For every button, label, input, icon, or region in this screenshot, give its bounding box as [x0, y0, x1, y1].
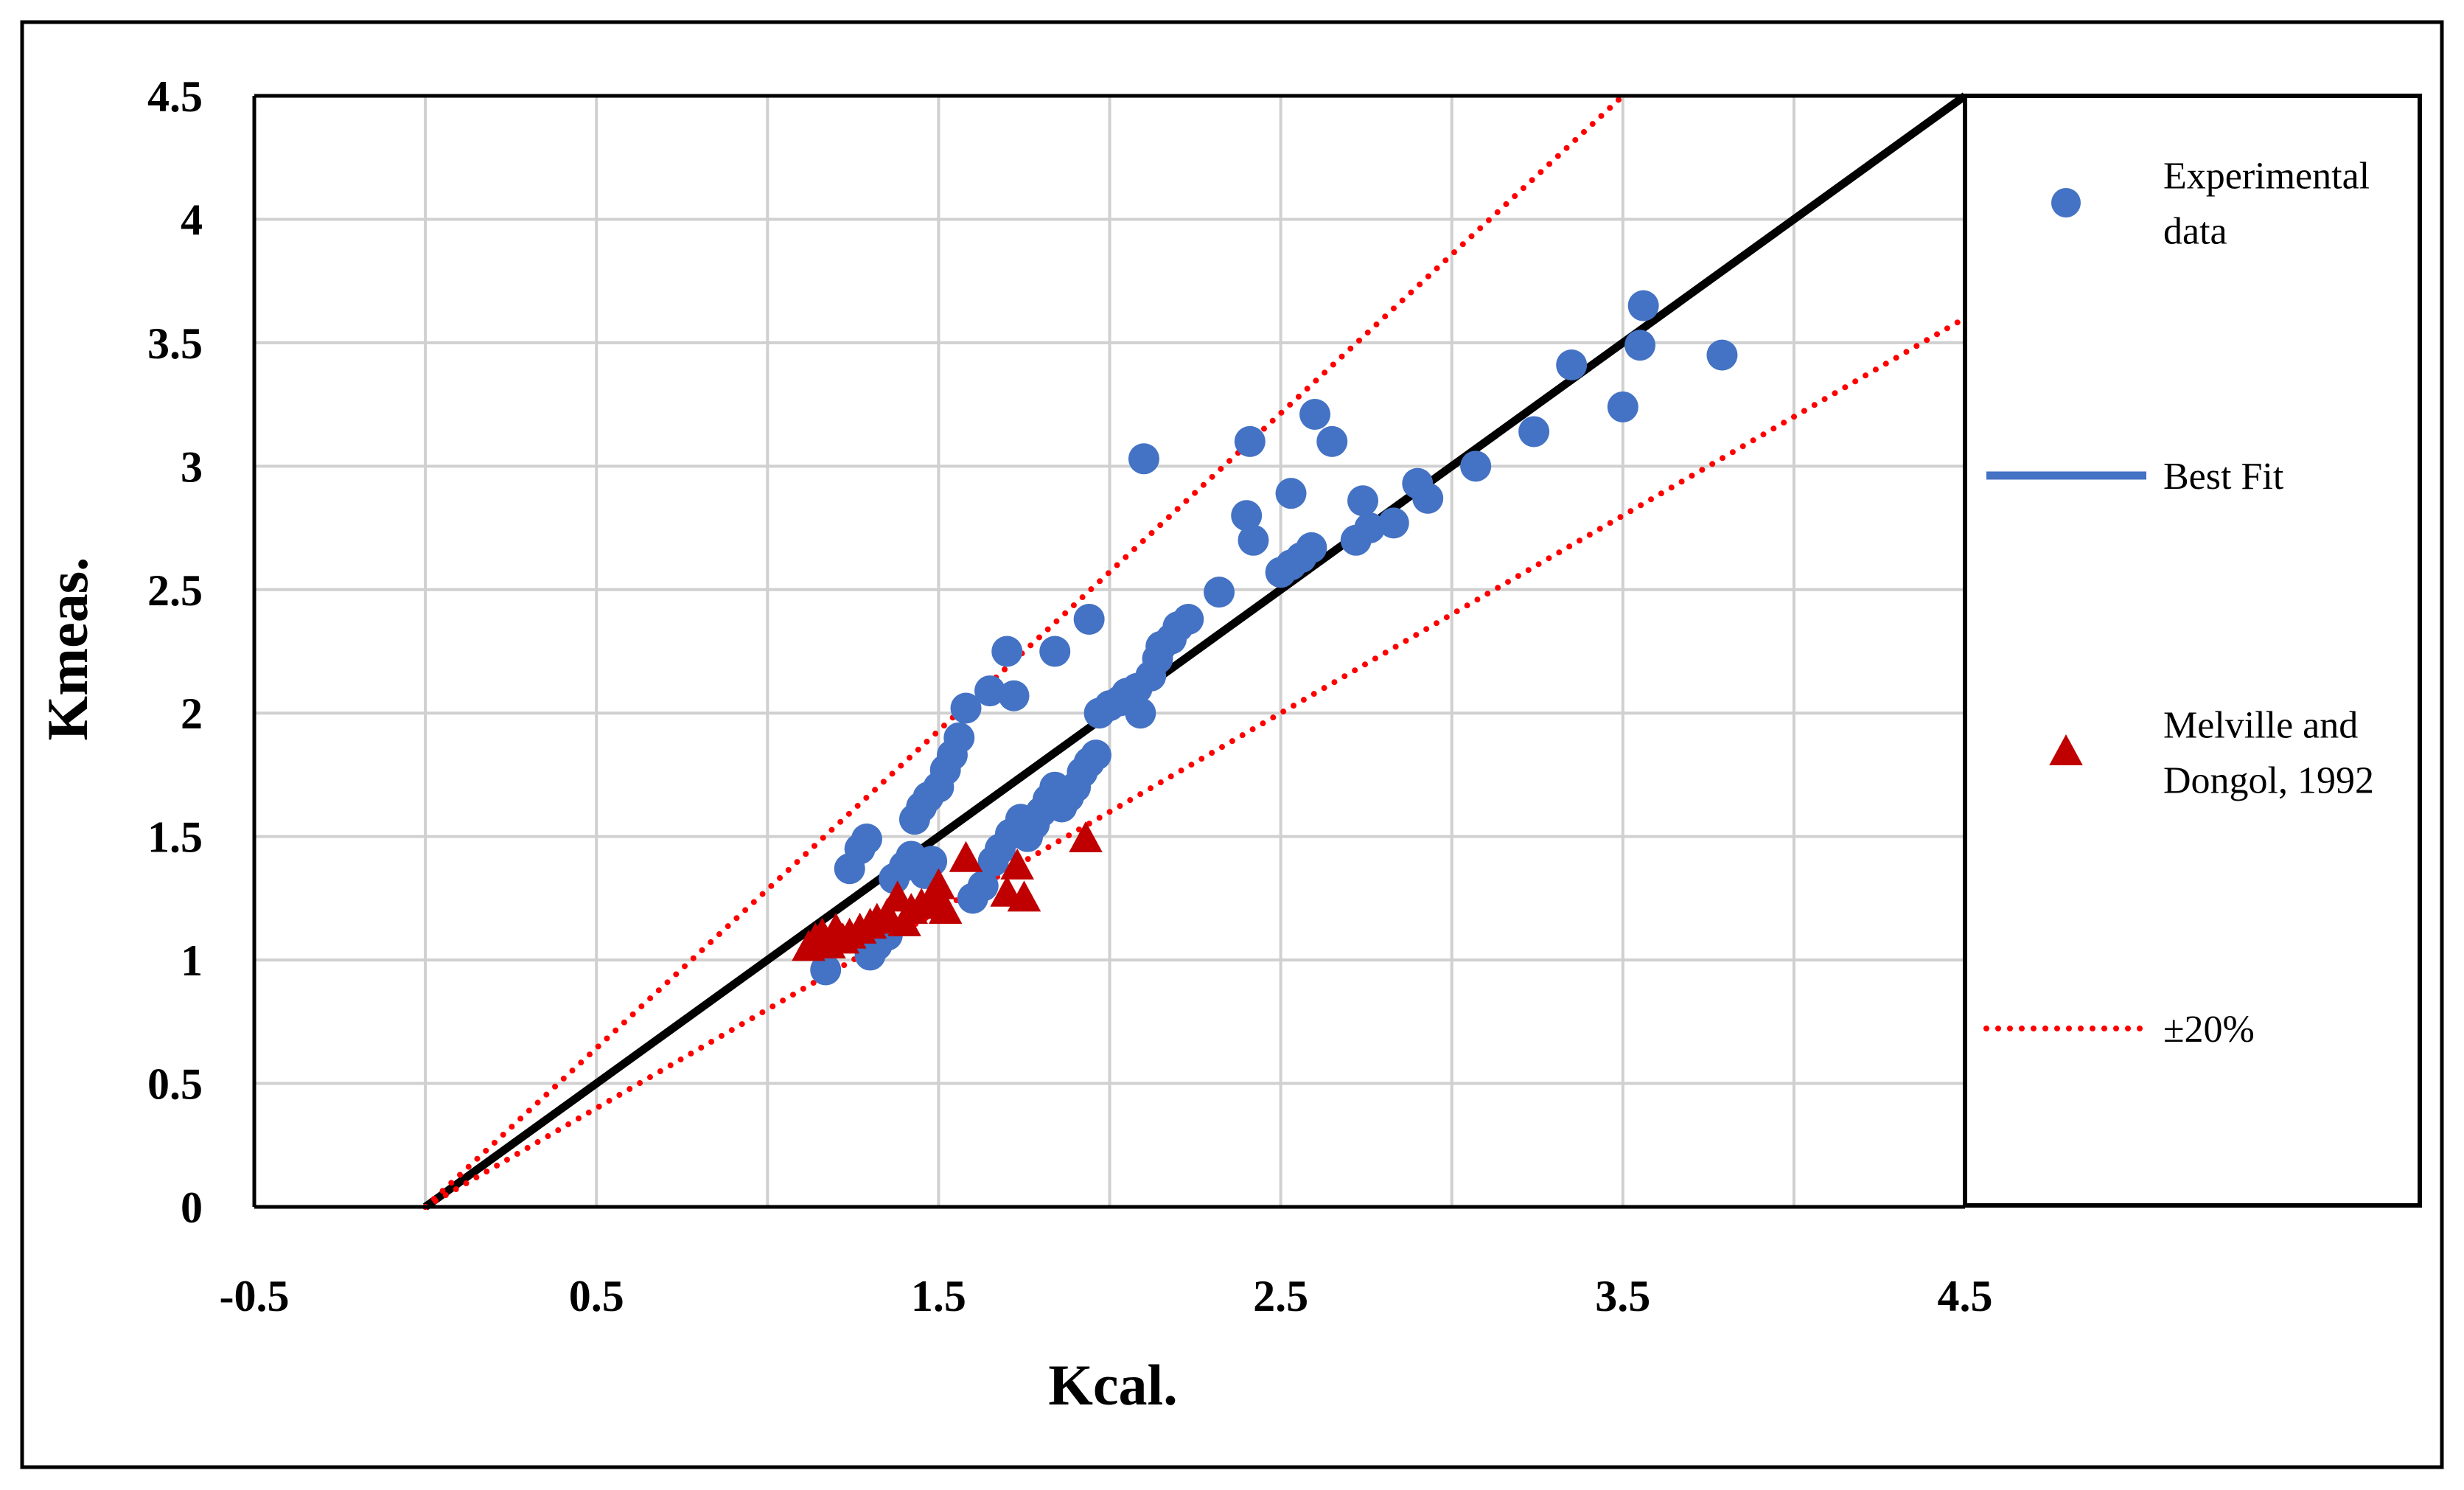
- x-tick-label: 4.5: [1938, 1272, 1993, 1320]
- x-axis-title: Kcal.: [1048, 1353, 1177, 1417]
- y-tick-label: 3: [181, 442, 203, 491]
- legend-label: ±20%: [2163, 1009, 2255, 1051]
- experimental-point: [1275, 478, 1307, 509]
- experimental-point: [967, 870, 999, 902]
- best-fit-line: [422, 92, 1968, 1211]
- y-tick-label: 2: [181, 689, 203, 738]
- experimental-point: [810, 954, 842, 986]
- experimental-point: [1316, 425, 1348, 457]
- legend-label: Dongol, 1992: [2163, 760, 2374, 802]
- experimental-point: [1627, 290, 1659, 321]
- y-tick-label: 1: [181, 936, 203, 985]
- melville-point: [1007, 880, 1041, 912]
- experimental-point: [1231, 500, 1263, 532]
- legend-items: Experimental data Best Fit Melville and Dong…: [1983, 156, 2374, 1051]
- band-20pct-line: [422, 315, 1968, 1210]
- experimental-point: [998, 680, 1030, 711]
- experimental-point: [943, 722, 975, 753]
- melville-point: [921, 868, 956, 899]
- y-tick-label: 2.5: [147, 566, 203, 615]
- x-tick-label: 3.5: [1595, 1272, 1650, 1320]
- y-tick-label: 0.5: [147, 1060, 203, 1109]
- experimental-point: [1039, 636, 1071, 667]
- experimental-point: [1234, 425, 1266, 457]
- legend-experimental-marker: [2051, 188, 2081, 217]
- band-20pct-line: [422, 93, 1626, 1210]
- experimental-point: [1173, 603, 1204, 635]
- melville-point: [949, 840, 983, 872]
- experimental-point: [1378, 507, 1409, 539]
- axes: [252, 94, 1965, 1209]
- experimental-point: [1125, 697, 1156, 729]
- y-tick-label: 3.5: [147, 319, 203, 368]
- experimental-point: [1080, 739, 1111, 771]
- experimental-point: [916, 846, 948, 877]
- experimental-point: [1412, 482, 1444, 514]
- legend-label: Melville and: [2163, 705, 2358, 747]
- melville-point: [870, 897, 904, 929]
- experimental-point: [1299, 399, 1331, 431]
- legend-label: data: [2163, 211, 2227, 253]
- experimental-point: [1347, 485, 1379, 517]
- experimental-point: [950, 692, 982, 724]
- series-lines: [422, 92, 1968, 1211]
- experimental-point: [1354, 512, 1386, 544]
- experimental-point: [1238, 524, 1269, 556]
- legend-box: [1963, 94, 2422, 1208]
- tick-labels: -0.5 0.5 1.5 2.5 3.5 4.5 0 0.5 1 1.5 2 2.5 3 3.5 4 4.5: [147, 72, 1993, 1320]
- experimental-point: [1073, 603, 1105, 635]
- legend-melville-marker: [2049, 734, 2083, 765]
- experimental-point: [1204, 577, 1235, 608]
- legend-label: Experimental: [2163, 156, 2370, 198]
- y-tick-label: 1.5: [147, 813, 203, 862]
- experimental-point: [1607, 391, 1638, 422]
- melville-point: [1000, 848, 1034, 880]
- experimental-point: [991, 636, 1023, 667]
- x-tick-label: 0.5: [569, 1272, 624, 1320]
- x-tick-label: -0.5: [220, 1272, 290, 1320]
- experimental-point: [1460, 450, 1492, 482]
- experimental-point: [851, 824, 882, 855]
- experimental-point: [1706, 339, 1738, 371]
- legend-label: Best Fit: [2163, 456, 2284, 498]
- y-tick-label: 4.5: [147, 72, 203, 121]
- data-markers: [792, 290, 1738, 986]
- experimental-point: [1128, 443, 1159, 475]
- experimental-point: [974, 675, 1006, 707]
- experimental-point: [1296, 532, 1327, 563]
- experimental-point: [1518, 416, 1550, 448]
- y-tick-label: 0: [181, 1183, 203, 1232]
- melville-point: [1069, 821, 1103, 853]
- experimental-point: [1556, 349, 1588, 381]
- melville-point: [928, 893, 963, 925]
- experimental-point: [1624, 330, 1656, 361]
- y-axis-title: Kmeas.: [35, 557, 100, 740]
- x-tick-label: 2.5: [1253, 1272, 1308, 1320]
- x-tick-label: 1.5: [911, 1272, 966, 1320]
- legend: Experimental data Best Fit Melville and Dong…: [1963, 94, 2422, 1208]
- y-tick-label: 4: [181, 195, 203, 244]
